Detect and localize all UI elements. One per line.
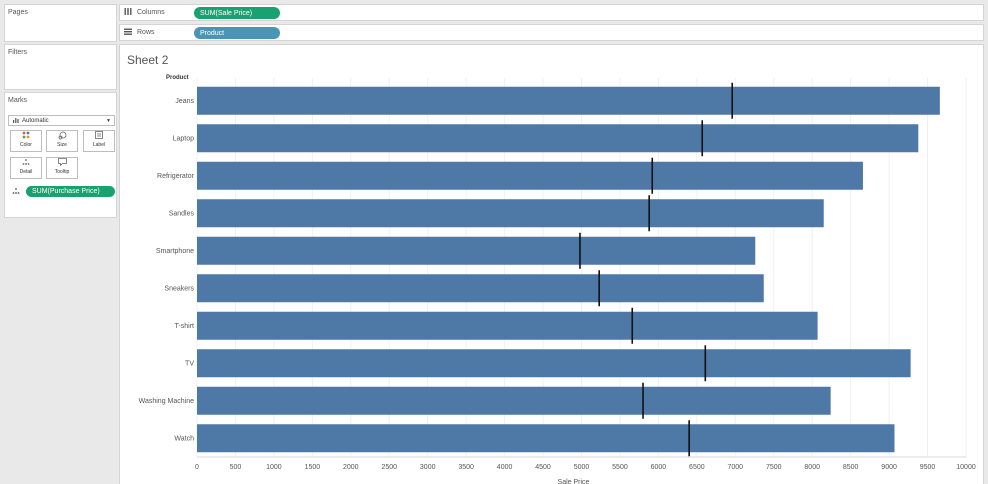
x-tick-label: 2000 xyxy=(343,464,359,471)
bar[interactable] xyxy=(197,124,919,153)
bar[interactable] xyxy=(197,86,940,115)
x-tick-label: 500 xyxy=(230,464,242,471)
purchase-price-pill[interactable]: SUM(Purchase Price) xyxy=(26,186,115,197)
pages-title: Pages xyxy=(8,9,28,16)
bar[interactable] xyxy=(197,274,764,303)
columns-shelf-label: Columns xyxy=(124,8,165,17)
columns-shelf[interactable]: Columns SUM(Sale Price) xyxy=(119,4,984,21)
row-header-product: Product xyxy=(166,75,189,81)
bar[interactable] xyxy=(197,199,824,228)
bar[interactable] xyxy=(197,386,831,415)
x-tick-label: 9000 xyxy=(881,464,897,471)
columns-icon xyxy=(124,8,132,17)
x-tick-label: 5500 xyxy=(612,464,628,471)
label-icon xyxy=(84,131,114,142)
category-label: Smartphone xyxy=(156,248,194,255)
x-tick-label: 3000 xyxy=(420,464,436,471)
size-icon xyxy=(47,131,77,142)
x-tick-label: 7500 xyxy=(766,464,782,471)
rows-icon xyxy=(124,28,132,37)
label-card[interactable]: Label xyxy=(83,130,115,152)
x-tick-label: 8000 xyxy=(804,464,820,471)
x-tick-label: 0 xyxy=(195,464,199,471)
x-axis-title: Sale Price xyxy=(558,479,590,484)
detail-icon xyxy=(11,158,41,169)
category-label: Sandles xyxy=(169,210,195,217)
bar[interactable] xyxy=(197,349,911,378)
bar[interactable] xyxy=(197,311,818,340)
detail-icon xyxy=(12,187,20,197)
bar-chart: Jeans Laptop Refrigerator Sandles Smartphone… xyxy=(139,78,976,484)
rows-shelf[interactable]: Rows Product xyxy=(119,24,984,41)
x-tick-label: 8500 xyxy=(843,464,859,471)
x-tick-label: 1500 xyxy=(305,464,321,471)
x-tick-label: 6000 xyxy=(651,464,667,471)
filters-title: Filters xyxy=(8,49,28,56)
size-card[interactable]: Size xyxy=(46,130,78,152)
filters-panel[interactable]: Filters xyxy=(4,44,117,90)
chevron-down-icon[interactable]: ▼ xyxy=(106,118,111,124)
sheet-title: Sheet 2 xyxy=(127,53,169,67)
detail-field-row: SUM(Purchase Price) xyxy=(9,186,116,198)
tooltip-card[interactable]: Tooltip xyxy=(46,157,78,179)
category-label: Jeans xyxy=(175,98,194,105)
columns-label: Columns xyxy=(137,9,165,16)
category-label: Refrigerator xyxy=(157,173,195,180)
category-label: Watch xyxy=(174,435,194,442)
size-card-label: Size xyxy=(57,142,67,148)
marks-panel: Marks Automatic ▼ Color Size Label xyxy=(4,92,117,218)
detail-card[interactable]: Detail xyxy=(10,157,42,179)
x-tick-label: 6500 xyxy=(689,464,705,471)
marks-title: Marks xyxy=(8,97,28,104)
tooltip-icon xyxy=(47,158,77,169)
x-tick-label: 10000 xyxy=(956,464,976,471)
mark-type-label: Automatic xyxy=(22,117,49,124)
sale-price-pill[interactable]: SUM(Sale Price) xyxy=(194,7,280,19)
label-card-label: Label xyxy=(92,142,106,148)
product-pill[interactable]: Product xyxy=(194,27,280,39)
rows-label: Rows xyxy=(137,29,155,36)
mark-type-dropdown[interactable]: Automatic ▼ xyxy=(8,115,115,126)
x-tick-label: 4500 xyxy=(535,464,551,471)
category-label: TV xyxy=(185,360,194,367)
x-tick-label: 9500 xyxy=(920,464,936,471)
x-tick-label: 7000 xyxy=(728,464,744,471)
x-tick-label: 3500 xyxy=(458,464,474,471)
bar[interactable] xyxy=(197,161,863,190)
bar[interactable] xyxy=(197,424,895,453)
pages-panel[interactable]: Pages xyxy=(4,4,117,42)
x-tick-label: 5000 xyxy=(574,464,590,471)
category-label: T-shirt xyxy=(175,323,195,330)
x-tick-label: 4000 xyxy=(497,464,513,471)
chart-view: Sheet 2 Product Jeans Laptop Refrigerator S… xyxy=(119,44,984,484)
bar[interactable] xyxy=(197,236,756,265)
color-dots-icon xyxy=(11,131,41,142)
detail-card-label: Detail xyxy=(19,169,33,175)
category-label: Sneakers xyxy=(164,285,194,292)
color-card-label: Color xyxy=(20,142,32,148)
tooltip-card-label: Tooltip xyxy=(54,169,70,175)
color-card[interactable]: Color xyxy=(10,130,42,152)
rows-shelf-label: Rows xyxy=(124,28,155,37)
category-label: Laptop xyxy=(173,135,195,142)
bar-chart-icon xyxy=(13,117,19,125)
x-tick-label: 2500 xyxy=(381,464,397,471)
category-label: Washing Machine xyxy=(139,398,194,405)
x-tick-label: 1000 xyxy=(266,464,282,471)
